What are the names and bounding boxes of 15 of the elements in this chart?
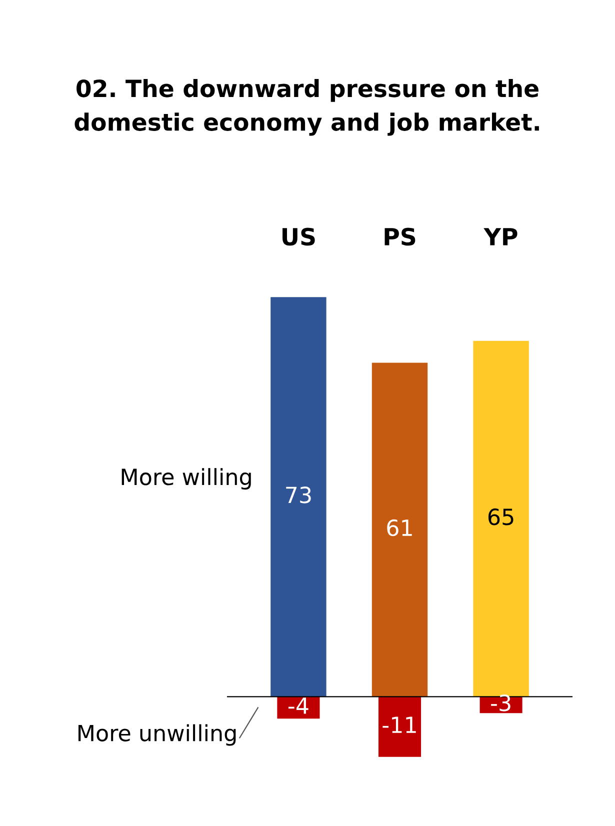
bar (378, 696, 422, 757)
data-label: 65 (488, 508, 514, 526)
chart-title: 02. The downward pressure on the domestic economy and job market. (74, 79, 539, 136)
series-label: More unwilling (78, 724, 236, 746)
bar (372, 362, 428, 697)
data-label: -3 (491, 694, 510, 712)
data-label: -4 (288, 698, 308, 714)
x-tick-label: YP (484, 228, 518, 246)
x-tick-label: PS (384, 228, 416, 246)
bar (270, 297, 326, 697)
data-label: 61 (387, 519, 412, 536)
x-tick-label: US (282, 228, 315, 246)
data-label: 73 (286, 486, 311, 504)
data-label: -11 (382, 716, 416, 733)
series-label: More willing (122, 468, 251, 490)
